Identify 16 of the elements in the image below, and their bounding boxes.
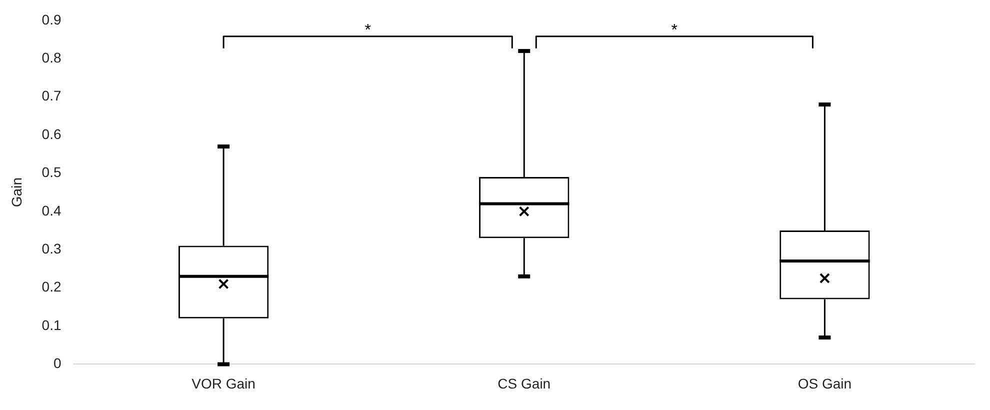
y-tick-label: 0.4 [42,202,62,218]
y-tick-label: 0.7 [42,88,62,104]
x-tick-label: OS Gain [798,375,852,392]
annotation: * [671,22,678,39]
y-tick-label: 0.3 [42,240,62,256]
annotation: * [364,22,371,39]
y-tick-label: 0 [53,355,62,372]
x-tick-label: CS Gain [498,375,551,392]
x-tick-label: VOR Gain [192,375,256,392]
y-tick-label: 0.8 [42,49,62,66]
y-tick-label: 0.1 [42,316,62,333]
y-tick-label: 0.5 [42,164,62,180]
y-axis-title: Gain [8,178,24,208]
y-tick-label: 0.2 [42,278,62,295]
y-tick-label: 0.9 [42,11,62,28]
y-tick-label: 0.6 [42,126,62,142]
